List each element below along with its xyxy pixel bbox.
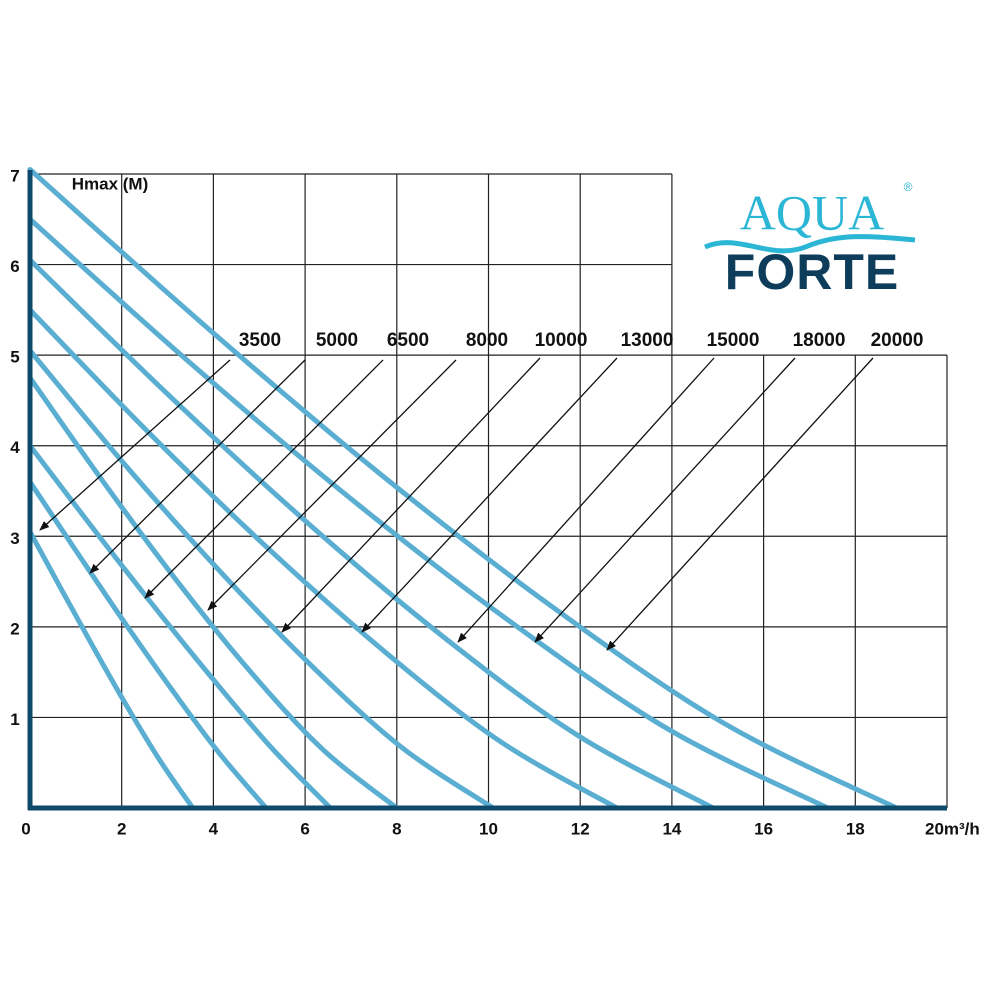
y-tick-label: 2 (10, 619, 19, 638)
legend-arrow (457, 357, 715, 643)
y-tick-label: 1 (10, 710, 19, 729)
x-tick-label: 18 (846, 819, 865, 838)
y-tick-label: 3 (10, 529, 19, 548)
x-tick-label: 4 (209, 819, 219, 838)
y-axis-label: Hmax (M) (72, 174, 149, 193)
pump-curve (27, 257, 716, 811)
legend-arrow (144, 359, 384, 599)
legend-label: 18000 (793, 330, 846, 351)
pump-curve (27, 375, 400, 811)
x-tick-label: 2 (117, 819, 126, 838)
pump-curve (27, 443, 333, 811)
x-tick-label: 20m³/h (925, 819, 980, 838)
legend-label: 10000 (535, 330, 588, 351)
pump-curve (27, 216, 831, 811)
pump-curve (27, 348, 496, 811)
legend-arrow (606, 357, 874, 651)
curves (27, 166, 900, 811)
x-tick-label: 6 (300, 819, 309, 838)
legend-arrow (89, 359, 306, 574)
pump-curve (27, 479, 269, 811)
legend-label: 8000 (466, 330, 508, 351)
logo-top: AQUA (740, 184, 884, 240)
x-tick-label: 0 (21, 819, 30, 838)
legend-label: 5000 (316, 330, 358, 351)
legend-arrow (39, 359, 231, 531)
x-tick-label: 10 (479, 819, 498, 838)
legend-arrow (207, 359, 457, 611)
y-tick-label: 6 (10, 257, 19, 276)
legend-arrow (361, 357, 618, 633)
y-tick-label: 7 (10, 166, 19, 185)
x-tick-label: 16 (754, 819, 773, 838)
logo-bottom: FORTE (725, 244, 899, 300)
pump-curve (27, 529, 196, 811)
legend-label: 6500 (387, 330, 429, 351)
x-tick-label: 8 (392, 819, 401, 838)
pump-curve (27, 166, 900, 811)
y-tick-label: 4 (10, 438, 20, 457)
legend-arrow (534, 357, 796, 643)
y-tick-label: 5 (10, 348, 19, 367)
logo-wave (704, 234, 916, 254)
axes (27, 170, 947, 811)
pump-curve (27, 307, 620, 811)
legend-arrow (281, 357, 541, 633)
legend-label: 15000 (707, 330, 760, 351)
logo-mark: ® (904, 180, 913, 194)
x-tick-label: 14 (662, 819, 681, 838)
legend-label: 20000 (871, 330, 924, 351)
x-tick-label: 12 (571, 819, 590, 838)
legend-label: 3500 (239, 330, 281, 351)
legend-label: 13000 (621, 330, 674, 351)
